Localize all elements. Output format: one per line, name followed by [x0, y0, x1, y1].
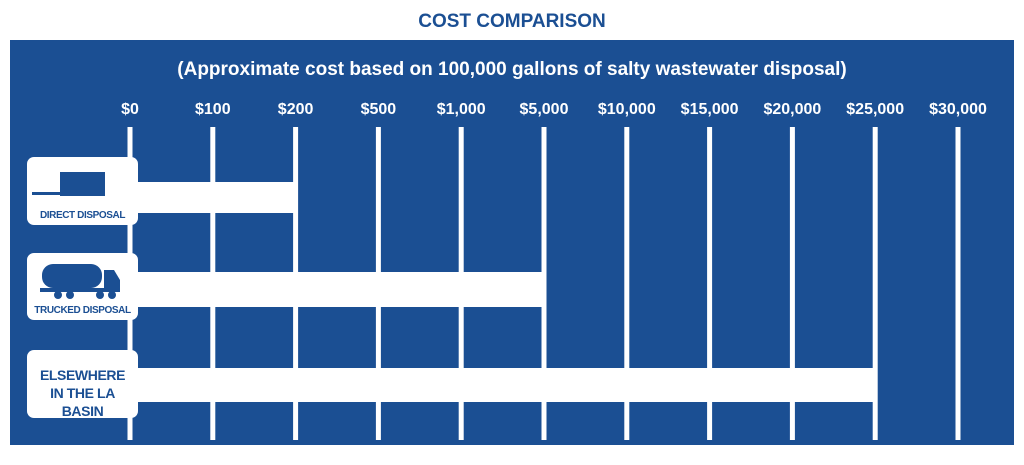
x-tick-label: $200	[278, 101, 314, 118]
bar	[130, 182, 296, 213]
category-label: TRUCKED DISPOSAL	[34, 305, 131, 316]
x-tick-label: $10,000	[598, 101, 656, 118]
chart-title: COST COMPARISON	[418, 11, 606, 32]
x-tick-label: $20,000	[763, 101, 821, 118]
tank	[60, 172, 105, 196]
x-tick-label: $15,000	[681, 101, 739, 118]
label-box	[27, 350, 138, 418]
wheel	[108, 291, 116, 299]
chart-subtitle: (Approximate cost based on 100,000 gallo…	[177, 59, 846, 80]
chassis	[40, 288, 120, 292]
cab	[104, 270, 120, 290]
category-label: ELSEWHERE IN THE LA BASIN	[39, 367, 126, 419]
x-tick-label: $30,000	[929, 101, 987, 118]
truck-icon	[40, 264, 120, 299]
pipe-icon	[32, 172, 105, 196]
x-tick-label: $100	[195, 101, 231, 118]
x-tick-label: $25,000	[846, 101, 904, 118]
bar	[130, 368, 876, 402]
tanker	[42, 264, 102, 288]
wheel	[54, 291, 62, 299]
bar	[130, 272, 544, 307]
wheel	[66, 291, 74, 299]
x-tick-label: $1,000	[437, 101, 486, 118]
x-tick-label: $5,000	[520, 101, 569, 118]
wheel	[96, 291, 104, 299]
pipe	[32, 192, 60, 195]
category-label: DIRECT DISPOSAL	[39, 210, 126, 221]
x-tick-label: $500	[361, 101, 397, 118]
x-tick-label: $0	[121, 101, 139, 118]
